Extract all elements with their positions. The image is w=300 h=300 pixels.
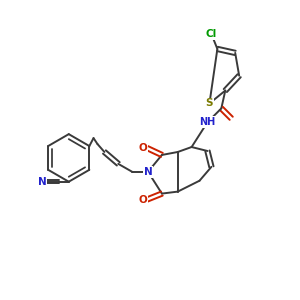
Text: N: N bbox=[38, 177, 46, 187]
Text: S: S bbox=[206, 98, 213, 108]
Text: Cl: Cl bbox=[206, 29, 217, 39]
Text: NH: NH bbox=[199, 117, 216, 127]
Text: O: O bbox=[139, 194, 147, 205]
Text: O: O bbox=[139, 143, 147, 153]
Text: N: N bbox=[144, 167, 152, 177]
